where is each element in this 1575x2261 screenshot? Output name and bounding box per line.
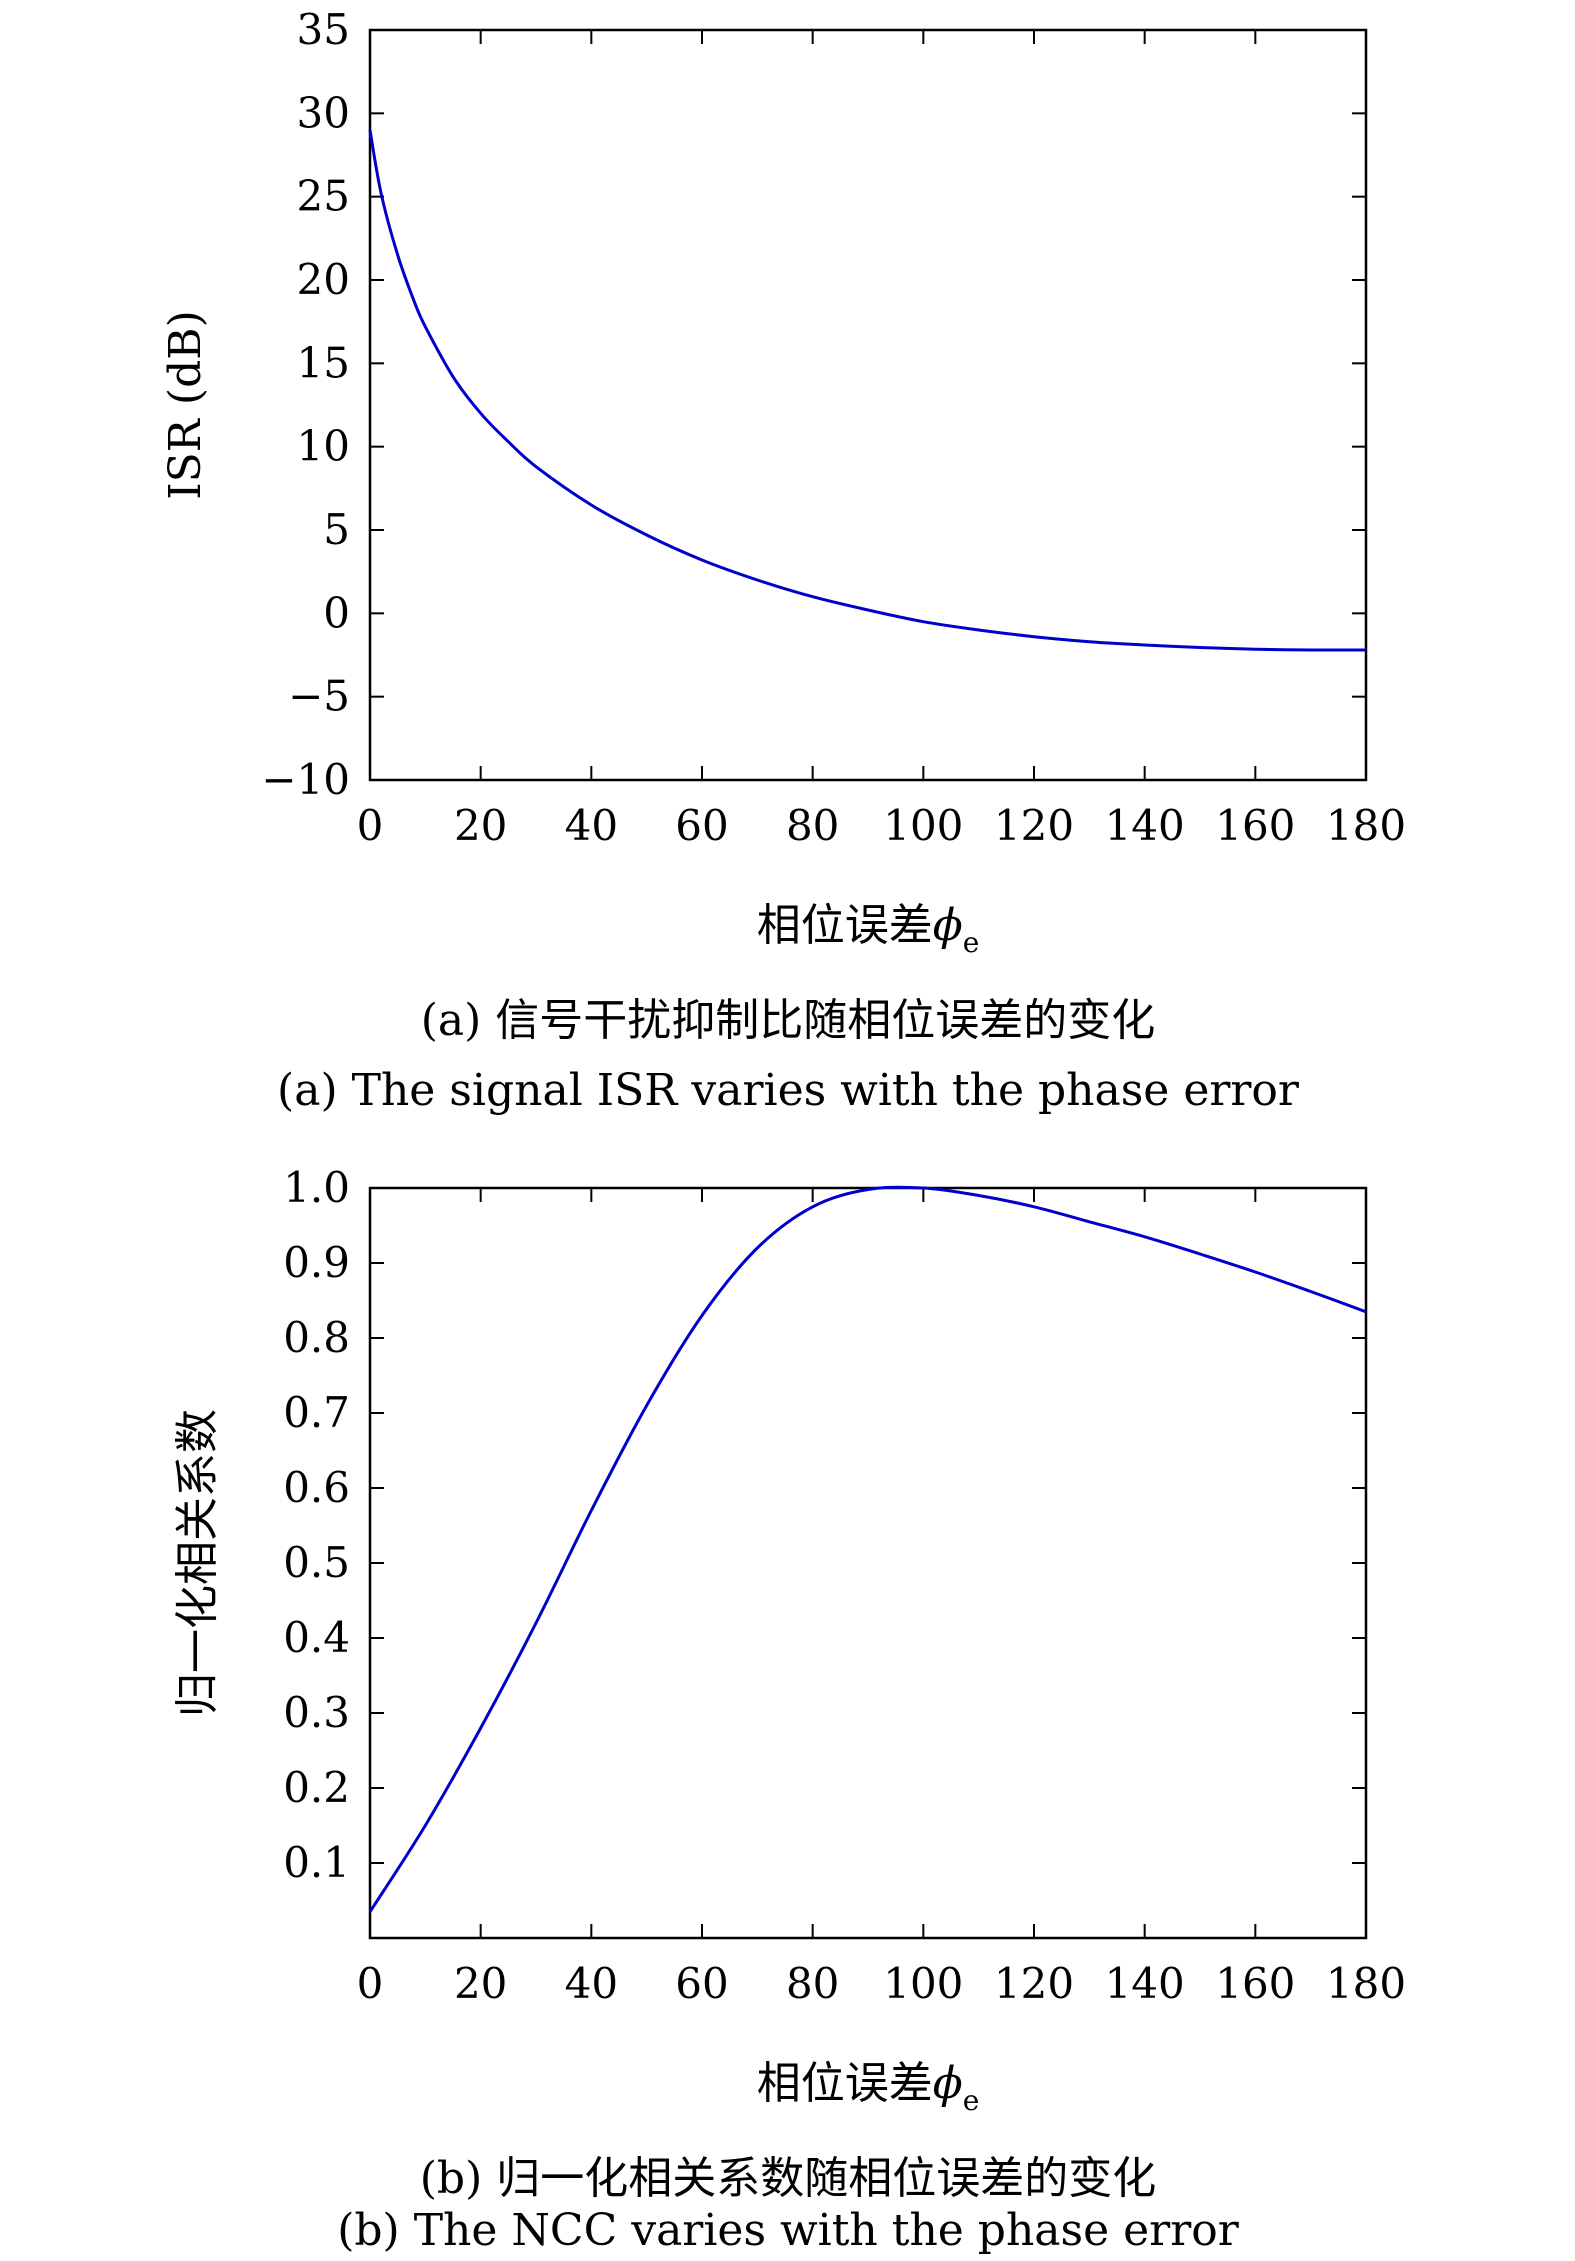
y-tick-label: 35 xyxy=(297,5,350,54)
x-tick-label: 20 xyxy=(454,1959,507,2008)
x-tick-label: 180 xyxy=(1326,801,1406,850)
ncc-curve xyxy=(368,1185,1367,1913)
plot-frame xyxy=(368,28,1368,782)
y-tick-label: 0.8 xyxy=(283,1313,350,1362)
caption-en: (a) The signal ISR varies with the phase… xyxy=(277,1065,1300,1116)
chart-ncc: 0 20 40 60 80 100 120 140 160 180 0.1 0.2 0.3 0.4 0.5… xyxy=(172,1163,1406,2256)
x-tick-label: 140 xyxy=(1105,1959,1185,2008)
y-tick-label: 30 xyxy=(297,88,350,137)
x-axis-label-subscript: e xyxy=(963,926,980,959)
caption-en: (b) The NCC varies with the phase error xyxy=(337,2205,1240,2256)
x-tick-label: 0 xyxy=(357,801,384,850)
x-tick-labels: 0 20 40 60 80 100 120 140 160 180 xyxy=(357,801,1406,850)
axis-ticks xyxy=(369,1187,1367,1938)
y-tick-label: 0.1 xyxy=(283,1838,350,1887)
x-axis-label-subscript: e xyxy=(963,2084,980,2117)
x-axis-label: 相位误差ϕe xyxy=(757,900,980,959)
y-tick-label: 5 xyxy=(323,505,350,554)
x-axis-label-symbol: ϕ xyxy=(933,2058,963,2109)
y-axis-label: 归一化相关系数 xyxy=(172,1409,223,1717)
x-tick-label: 40 xyxy=(565,1959,618,2008)
plot-frame xyxy=(368,1186,1368,1940)
y-tick-label: 0.5 xyxy=(283,1538,350,1587)
x-tick-label: 80 xyxy=(786,801,839,850)
x-tick-labels: 0 20 40 60 80 100 120 140 160 180 xyxy=(357,1959,1406,2008)
y-axis-label: ISR (dB) xyxy=(160,310,211,499)
y-tick-label: −5 xyxy=(288,672,350,721)
x-tick-label: 80 xyxy=(786,1959,839,2008)
x-tick-label: 120 xyxy=(994,801,1074,850)
x-tick-label: 100 xyxy=(883,801,963,850)
x-tick-label: 160 xyxy=(1215,1959,1295,2008)
y-tick-label: −10 xyxy=(261,755,350,804)
x-tick-label: 120 xyxy=(994,1959,1074,2008)
y-tick-label: 20 xyxy=(297,255,350,304)
x-tick-label: 140 xyxy=(1105,801,1185,850)
caption-cn: (a) 信号干扰抑制比随相位误差的变化 xyxy=(421,995,1156,1046)
caption-cn: (b) 归一化相关系数随相位误差的变化 xyxy=(420,2153,1156,2204)
chart-isr: 0 20 40 60 80 100 120 140 160 180 −10 −5 0 5 10 15 20 25… xyxy=(160,5,1406,1116)
y-tick-label: 15 xyxy=(297,338,350,387)
x-tick-label: 60 xyxy=(675,801,728,850)
y-tick-label: 25 xyxy=(297,172,350,221)
isr-curve xyxy=(368,129,1367,652)
y-tick-label: 0.4 xyxy=(283,1613,350,1662)
x-tick-label: 40 xyxy=(565,801,618,850)
x-tick-label: 180 xyxy=(1326,1959,1406,2008)
y-tick-label: 0.6 xyxy=(283,1463,350,1512)
y-tick-label: 10 xyxy=(297,422,350,471)
y-tick-labels: −10 −5 0 5 10 15 20 25 30 35 xyxy=(261,5,350,804)
x-tick-label: 100 xyxy=(883,1959,963,2008)
x-tick-label: 60 xyxy=(675,1959,728,2008)
x-tick-label: 0 xyxy=(357,1959,384,2008)
x-axis-label-text: 相位误差 xyxy=(757,2058,933,2109)
y-tick-label: 0.3 xyxy=(283,1688,350,1737)
y-tick-label: 0.2 xyxy=(283,1763,350,1812)
y-tick-label: 0 xyxy=(323,588,350,637)
x-axis-label-text: 相位误差 xyxy=(757,900,933,951)
y-tick-label: 1.0 xyxy=(283,1163,350,1212)
x-axis-label-symbol: ϕ xyxy=(933,900,963,951)
y-tick-label: 0.9 xyxy=(283,1238,350,1287)
x-axis-label: 相位误差ϕe xyxy=(757,2058,980,2117)
x-tick-label: 20 xyxy=(454,801,507,850)
y-tick-labels: 0.1 0.2 0.3 0.4 0.5 0.6 0.7 0.8 0.9 1.0 xyxy=(283,1163,350,1887)
axis-ticks xyxy=(369,29,1367,781)
y-tick-label: 0.7 xyxy=(283,1388,350,1437)
x-tick-label: 160 xyxy=(1215,801,1295,850)
